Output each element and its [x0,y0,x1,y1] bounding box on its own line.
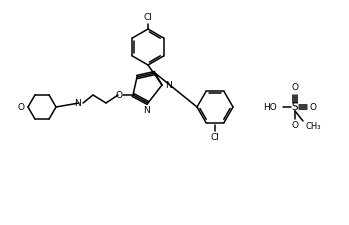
Text: N: N [165,81,172,90]
Text: O: O [291,121,298,130]
Text: HO: HO [263,103,277,112]
Text: N: N [74,99,81,108]
Text: O: O [18,103,25,112]
Text: S: S [292,102,298,112]
Text: O: O [291,83,298,92]
Text: O: O [310,103,317,112]
Text: Cl: Cl [210,133,220,142]
Text: O: O [115,90,122,99]
Text: Cl: Cl [143,13,153,22]
Text: CH₃: CH₃ [305,122,320,131]
Text: N: N [144,106,150,115]
